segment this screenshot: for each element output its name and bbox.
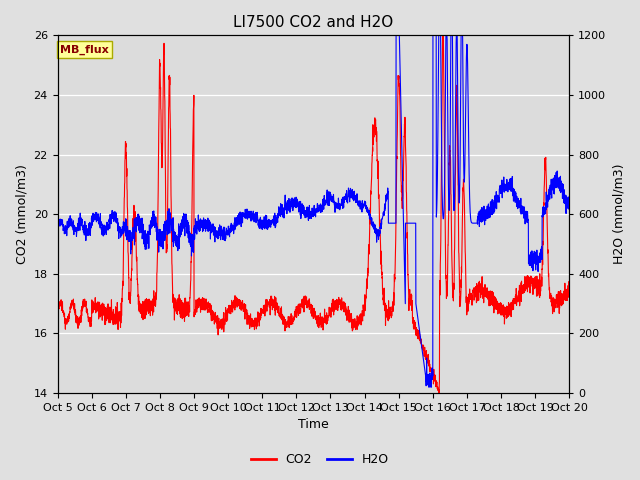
X-axis label: Time: Time xyxy=(298,419,329,432)
Y-axis label: H2O (mmol/m3): H2O (mmol/m3) xyxy=(612,164,625,264)
Y-axis label: CO2 (mmol/m3): CO2 (mmol/m3) xyxy=(15,164,28,264)
Title: LI7500 CO2 and H2O: LI7500 CO2 and H2O xyxy=(234,15,394,30)
Text: MB_flux: MB_flux xyxy=(60,44,109,55)
Legend: CO2, H2O: CO2, H2O xyxy=(246,448,394,471)
